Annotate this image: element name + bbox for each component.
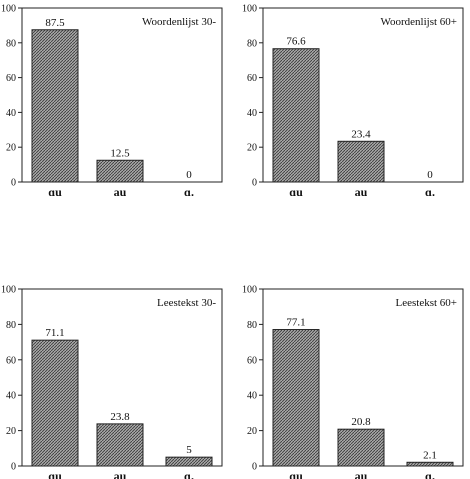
y-tick-label: 40 xyxy=(6,391,16,402)
bar-value-label: 0 xyxy=(186,169,192,181)
category-label: ɑ. xyxy=(425,185,435,199)
bar-value-label: 77.1 xyxy=(286,317,305,329)
category-label: au xyxy=(114,469,127,479)
y-tick-label: 0 xyxy=(252,462,257,473)
bar-3 xyxy=(165,456,213,467)
bar-value-label: 0 xyxy=(427,169,433,181)
bar-3 xyxy=(406,461,454,467)
plot-frame xyxy=(21,7,223,183)
category-label: ɑu xyxy=(289,185,303,199)
y-tick-label: 100 xyxy=(1,4,16,15)
y-tick-label: 40 xyxy=(247,108,257,119)
y-tick-label: 0 xyxy=(252,178,257,189)
bar-1 xyxy=(31,29,79,183)
y-tick-label: 100 xyxy=(242,285,257,296)
plot-frame xyxy=(262,288,464,467)
category-label: ɑ. xyxy=(425,469,435,479)
y-tick-label: 80 xyxy=(247,320,257,331)
chart-title: Leestekst 60+ xyxy=(396,297,458,309)
plot-frame xyxy=(262,7,464,183)
bar-value-label: 23.8 xyxy=(110,411,130,423)
category-label: ɑu xyxy=(48,185,62,199)
bar-value-label: 12.5 xyxy=(110,147,130,159)
y-tick-label: 80 xyxy=(247,38,257,49)
y-tick-label: 20 xyxy=(6,426,16,437)
category-label: ɑu xyxy=(48,469,62,479)
bar-2 xyxy=(96,423,144,467)
y-tick-label: 100 xyxy=(242,4,257,15)
y-tick-label: 20 xyxy=(247,143,257,154)
category-label: ɑ. xyxy=(184,185,194,199)
bar-value-label: 2.1 xyxy=(423,449,437,461)
bar-2 xyxy=(96,159,144,183)
y-tick-label: 60 xyxy=(247,73,257,84)
y-tick-label: 40 xyxy=(6,108,16,119)
y-tick-label: 60 xyxy=(247,355,257,366)
category-label: ɑ. xyxy=(184,469,194,479)
bar-2 xyxy=(337,428,385,467)
y-tick-label: 0 xyxy=(11,178,16,189)
y-tick-label: 60 xyxy=(6,73,16,84)
category-label: au xyxy=(114,185,127,199)
chart-title: Woordenlijst 60+ xyxy=(380,16,457,28)
bar-1 xyxy=(272,48,320,183)
chart-title: Woordenlijst 30- xyxy=(142,16,216,28)
y-tick-label: 40 xyxy=(247,391,257,402)
y-tick-label: 60 xyxy=(6,355,16,366)
bar-1 xyxy=(272,329,320,467)
bar-value-label: 20.8 xyxy=(351,416,371,428)
y-tick-label: 20 xyxy=(247,426,257,437)
bar-value-label: 87.5 xyxy=(45,17,65,29)
category-label: au xyxy=(355,469,368,479)
bar-1 xyxy=(31,339,79,467)
bar-value-label: 5 xyxy=(186,444,192,456)
bar-2 xyxy=(337,140,385,183)
category-label: au xyxy=(355,185,368,199)
bar-value-label: 23.4 xyxy=(351,128,371,140)
y-tick-label: 80 xyxy=(6,38,16,49)
y-tick-label: 0 xyxy=(11,462,16,473)
plot-frame xyxy=(21,288,223,467)
bar-value-label: 71.1 xyxy=(45,327,64,339)
bar-value-label: 76.6 xyxy=(286,36,306,48)
y-tick-label: 20 xyxy=(6,143,16,154)
chart-title: Leestekst 30- xyxy=(157,297,216,309)
y-tick-label: 100 xyxy=(1,285,16,296)
category-label: ɑu xyxy=(289,469,303,479)
y-tick-label: 80 xyxy=(6,320,16,331)
